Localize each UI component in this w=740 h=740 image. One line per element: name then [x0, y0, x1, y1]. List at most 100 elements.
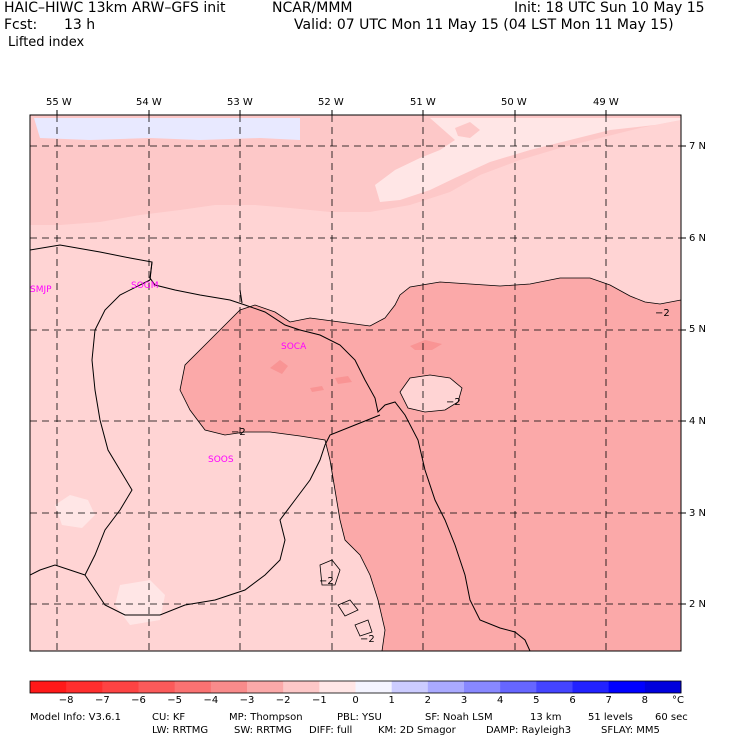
lon-label: 54 W [136, 97, 162, 108]
border [239, 289, 243, 304]
colorbar-tick-label: 4 [496, 695, 504, 706]
small-patch [455, 122, 480, 138]
org-label: NCAR/MMM [272, 0, 353, 16]
border [84, 414, 381, 616]
model-info: Model Info: V3.6.1 [30, 712, 121, 723]
lat-label: 5 N [689, 324, 707, 335]
dark-blob [335, 376, 352, 384]
coastline [30, 244, 531, 651]
valid-time: Valid: 07 UTC Mon 11 May 15 (04 LST Mon … [294, 17, 674, 33]
colorbar-tick-label: −4 [203, 695, 219, 706]
colorbar-unit: °C [672, 695, 684, 706]
colorbar-swatch [30, 681, 67, 693]
cu-scheme: CU: KF [152, 712, 186, 723]
colorbar-tick-label: 3 [460, 695, 468, 706]
pale-patch-south [115, 580, 165, 625]
contour-label: −2 [319, 576, 334, 587]
lon-label: 55 W [46, 97, 72, 108]
resolution: 13 km [530, 712, 562, 723]
darker-region [180, 278, 681, 651]
pale-blue-patch [34, 118, 300, 140]
colorbar-swatch [247, 681, 284, 693]
lon-ticks [56, 110, 607, 115]
lon-label: 50 W [501, 97, 527, 108]
colorbar-swatch [500, 681, 537, 693]
colorbar-tick-label: −8 [58, 695, 74, 706]
contour-line [337, 599, 359, 617]
pale-island [320, 560, 340, 585]
contour-label: −2 [655, 308, 670, 319]
colorbar-swatch [644, 681, 682, 693]
contour-line [319, 559, 341, 586]
colorbar-swatch [608, 681, 646, 693]
lat-label: 3 N [689, 508, 707, 519]
forecast-label: Fcst: [4, 17, 38, 33]
colorbar-tick-label: 8 [641, 695, 649, 706]
colorbar-tick-label: −2 [275, 695, 291, 706]
colorbar-swatch [572, 681, 610, 693]
colorbar-swatch [102, 681, 139, 693]
pale-island [355, 620, 372, 636]
colorbar-tick-label: −6 [131, 695, 146, 706]
sflay-scheme: SFLAY: MM5 [601, 725, 660, 736]
station-label: SOOS [208, 455, 234, 465]
colorbar-tick-label: −5 [167, 695, 183, 706]
lat-label: 2 N [689, 599, 707, 610]
colorbar-tick-label: 6 [569, 695, 576, 706]
damp-scheme: DAMP: Rayleigh3 [486, 725, 572, 736]
lat-ticks [681, 145, 686, 605]
station-label: SOCA [281, 342, 307, 352]
colorbar-swatch [427, 681, 465, 693]
station-label: SOGM [131, 281, 159, 291]
pale-patch-northeast [375, 118, 681, 202]
diff-scheme: DIFF: full [309, 725, 353, 736]
colorbar-swatch [319, 681, 356, 693]
graticule [30, 115, 681, 651]
dark-blob [270, 360, 288, 374]
colorbar-swatch [464, 681, 501, 693]
lon-label: 53 W [227, 97, 253, 108]
contour-label: −2 [360, 634, 375, 645]
lat-label: 6 N [689, 233, 707, 244]
contour-label: −2 [446, 397, 461, 408]
colorbar-tick-label: −1 [311, 695, 327, 706]
pale-hole [400, 375, 462, 412]
border [149, 261, 153, 281]
time-step: 60 sec [655, 712, 688, 723]
border [30, 279, 151, 576]
colorbar-tick-label: 5 [533, 695, 540, 706]
colorbar-tick-label: 7 [605, 695, 612, 706]
init-time: Init: 18 UTC Sun 10 May 15 [514, 0, 705, 16]
colorbar-tick-label: −7 [94, 695, 110, 706]
mp-scheme: MP: Thompson [229, 712, 303, 723]
dark-blob [310, 386, 324, 392]
forecast-hour: 13 h [64, 17, 96, 33]
colorbar-tick-label: −3 [239, 695, 255, 706]
station-label: SMJP [30, 285, 52, 295]
colorbar-swatch [66, 681, 103, 693]
contour-line [179, 277, 681, 651]
colorbar-swatch [391, 681, 429, 693]
colorbar-swatch [283, 681, 320, 693]
contour-line [399, 374, 463, 413]
contour-label: −2 [231, 427, 246, 438]
colorbar-tick-label: 0 [352, 695, 359, 706]
sf-scheme: SF: Noah LSM [425, 712, 493, 723]
model-title: HAIC–HIWC 13km ARW–GFS init [4, 0, 226, 16]
lon-label: 51 W [410, 97, 436, 108]
lon-label: 49 W [593, 97, 619, 108]
lat-label: 7 N [689, 141, 707, 152]
lon-label: 52 W [318, 97, 344, 108]
colorbar-swatch [174, 681, 212, 693]
colorbar [29, 680, 682, 694]
pbl-scheme: PBL: YSU [337, 712, 382, 723]
colorbar-tick-label: 2 [424, 695, 432, 706]
km-scheme: KM: 2D Smagor [378, 725, 456, 736]
colorbar-swatch [210, 681, 248, 693]
field-name: Lifted index [8, 35, 85, 50]
lw-scheme: LW: RRTMG [152, 725, 209, 736]
colorbar-swatch [355, 681, 393, 693]
pale-patch-southwest [55, 495, 95, 528]
colorbar-tick-label: 1 [388, 695, 395, 706]
